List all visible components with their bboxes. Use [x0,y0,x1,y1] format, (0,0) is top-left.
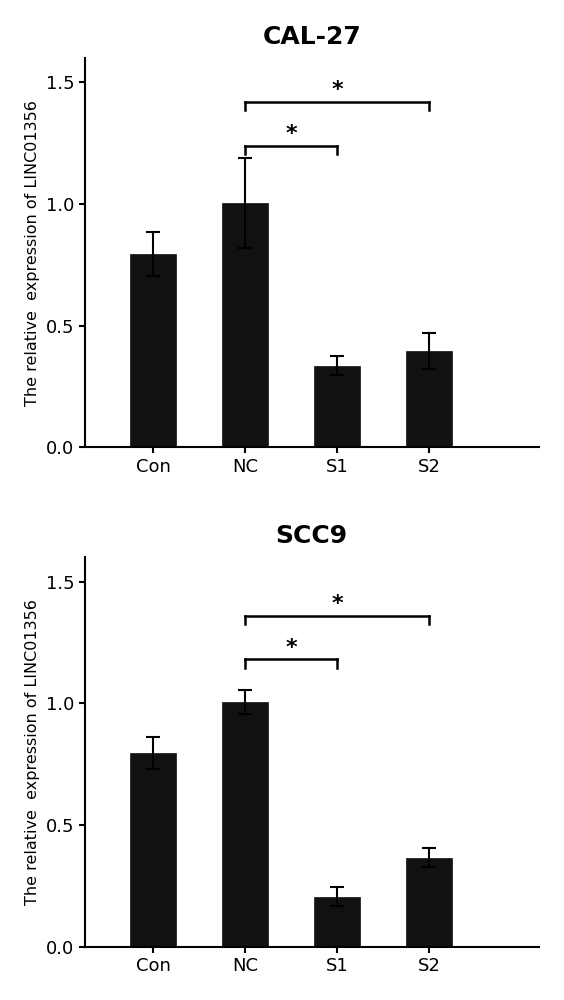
Bar [314,897,360,947]
Text: *: * [331,594,343,614]
Text: *: * [331,80,343,100]
Bar [130,254,177,447]
Y-axis label: The relative  expression of LINC01356: The relative expression of LINC01356 [25,100,40,406]
Bar [314,366,360,447]
Bar [222,702,268,947]
Text: *: * [285,638,297,658]
Y-axis label: The relative  expression of LINC01356: The relative expression of LINC01356 [25,599,40,905]
Title: SCC9: SCC9 [276,524,348,548]
Bar [406,858,452,947]
Bar [130,753,177,947]
Title: CAL-27: CAL-27 [262,25,361,49]
Bar [222,203,268,447]
Text: *: * [285,124,297,144]
Bar [406,351,452,447]
